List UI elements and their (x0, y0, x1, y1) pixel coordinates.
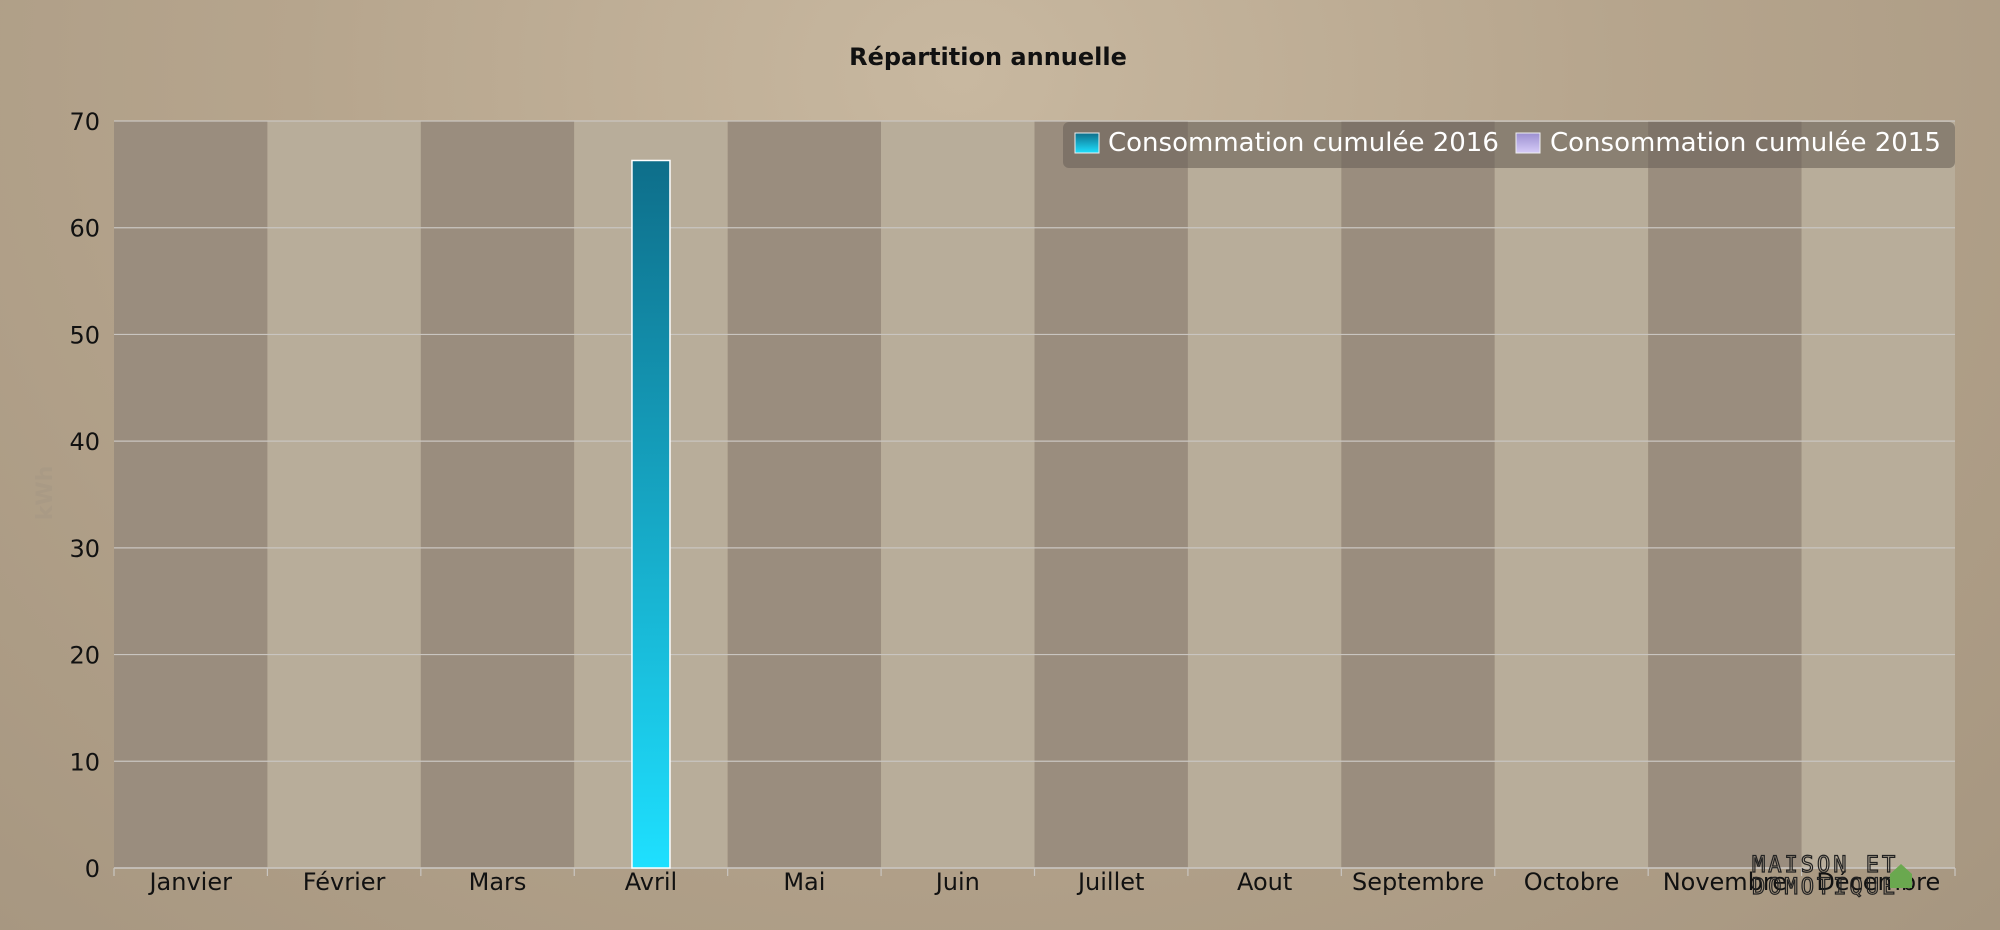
x-tick-label: Mars (469, 868, 527, 896)
x-tick-label: Octobre (1524, 868, 1620, 896)
plot-band (727, 121, 882, 868)
x-tick-label: Décembre (1816, 868, 1940, 896)
x-tick-label: Mai (783, 868, 825, 896)
legend[interactable]: Consommation cumulée 2016 Consommation c… (1063, 122, 1955, 168)
x-tick-label: Novembre (1663, 868, 1787, 896)
watermark-line1: MAISON ET (1752, 853, 1898, 878)
legend-swatch-2016[interactable] (1074, 132, 1100, 154)
plot-band (420, 121, 575, 868)
house-icon (1890, 864, 1912, 888)
plot-band (1801, 121, 1955, 868)
y-axis-label: kWh (33, 466, 58, 521)
x-tick-label: Aout (1237, 868, 1292, 896)
legend-label-2016[interactable]: Consommation cumulée 2016 (1108, 128, 1499, 158)
bar[interactable] (631, 159, 671, 869)
y-tick-labels: 0 10 20 30 40 50 60 70 (69, 108, 100, 883)
x-tick-labels: Janvier Février Mars Avril Mai Juin Juillet Aou… (147, 868, 1940, 896)
plot-band (1494, 121, 1649, 868)
x-tick-label: Septembre (1352, 868, 1484, 896)
x-tick-label: Avril (625, 868, 677, 896)
y-tick-label: 40 (69, 428, 100, 456)
watermark-logo: MAISON ET DOMOTIQUE (1751, 852, 1912, 898)
y-tick-label: 70 (69, 108, 100, 136)
plot-band (1648, 121, 1802, 868)
y-tick-label: 60 (69, 215, 100, 243)
plot-band (1034, 121, 1188, 868)
legend-background (1063, 122, 1955, 168)
x-tick-label: Février (303, 868, 386, 896)
y-tick-label: 0 (85, 855, 100, 883)
y-tick-label: 10 (69, 748, 100, 776)
plot-band (1187, 121, 1342, 868)
plot-band (114, 121, 268, 868)
x-tick-label: Juin (934, 868, 980, 896)
plot-band (267, 121, 421, 868)
plot-band (1341, 121, 1495, 868)
y-tick-label: 30 (69, 535, 100, 563)
x-tick-label: Janvier (147, 868, 232, 896)
chart-title: Répartition annuelle (849, 43, 1127, 71)
watermark-line2: DOMOTIQUE (1752, 875, 1898, 898)
y-tick-label: 50 (69, 321, 100, 349)
legend-label-2015[interactable]: Consommation cumulée 2015 (1550, 128, 1941, 158)
grid-lines (113, 120, 1956, 876)
plot-band (881, 121, 1035, 868)
plot-bands (114, 121, 1955, 868)
legend-swatch-2015[interactable] (1515, 132, 1541, 154)
x-tick-label: Juillet (1076, 868, 1144, 896)
bars (631, 159, 671, 869)
y-tick-label: 20 (69, 642, 100, 670)
